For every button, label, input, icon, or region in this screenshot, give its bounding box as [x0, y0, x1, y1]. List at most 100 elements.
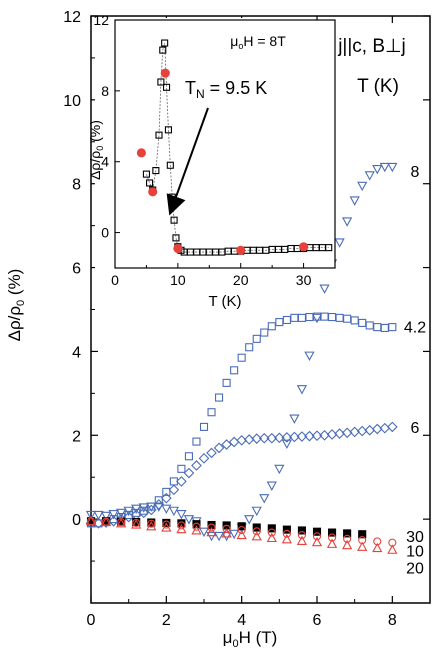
- inset-x-axis: 0 10 20 30: [111, 263, 312, 288]
- main-y-tick-label: 0: [72, 512, 81, 529]
- data-point: [296, 535, 308, 545]
- inset-data-point: [164, 126, 172, 134]
- data-point: [357, 181, 368, 192]
- data-point: [213, 531, 225, 542]
- data-point: [311, 313, 323, 324]
- data-point: [304, 430, 315, 442]
- data-point: [237, 353, 246, 362]
- data-point: [266, 532, 277, 543]
- data-point: [358, 530, 367, 539]
- data-point: [213, 442, 225, 454]
- data-point: [372, 542, 383, 553]
- series-label-6: 6: [411, 420, 420, 437]
- main-y-tick-label: 6: [72, 261, 81, 278]
- data-point: [108, 510, 119, 520]
- data-point: [100, 511, 112, 522]
- inset-data-point: [299, 242, 309, 252]
- data-point: [206, 526, 217, 537]
- data-point: [297, 526, 306, 535]
- series-label-4_2: 4.2: [404, 319, 426, 336]
- series-6K: [85, 421, 398, 529]
- inset-data-point: [166, 161, 174, 169]
- data-point: [222, 378, 231, 387]
- data-point: [183, 467, 195, 479]
- inset-data-point: [142, 170, 150, 178]
- data-point: [312, 527, 322, 536]
- inset-data-point: [172, 234, 180, 242]
- data-point: [131, 519, 142, 529]
- main-x-tick-label: 4: [237, 612, 246, 629]
- data-point: [176, 476, 187, 487]
- data-point: [281, 439, 292, 450]
- main-x-tick-label: 6: [313, 612, 322, 629]
- neel-temperature-annotation: TN = 9.5 K: [185, 78, 267, 101]
- main-series-group: [85, 162, 398, 554]
- data-point: [229, 529, 240, 540]
- data-point: [312, 532, 322, 541]
- data-point: [138, 507, 150, 519]
- data-point: [145, 504, 157, 516]
- main-x-axis-label: μ0H (T): [223, 628, 278, 650]
- data-point: [177, 519, 186, 528]
- data-point: [161, 522, 172, 532]
- inset-y-axis-label: Δρ/ρ0 (%): [87, 120, 105, 180]
- data-point: [260, 328, 269, 337]
- data-point: [342, 539, 353, 550]
- data-point: [343, 534, 352, 543]
- data-point: [146, 520, 157, 531]
- data-point: [252, 527, 261, 536]
- inset-data-point: [136, 148, 146, 158]
- data-point: [168, 484, 180, 496]
- inset-y-tick-label: 4: [101, 154, 109, 170]
- series-4_2K: [86, 312, 397, 528]
- data-point: [252, 334, 261, 343]
- data-point: [259, 494, 270, 504]
- data-point: [334, 238, 345, 248]
- data-point: [207, 408, 216, 417]
- inset-data-point: [236, 245, 246, 255]
- data-point: [289, 431, 300, 443]
- data-point: [251, 433, 263, 444]
- inset-data-point: [159, 46, 167, 54]
- series-label-30: 30: [406, 529, 424, 546]
- inset-x-tick-label: 30: [296, 272, 312, 288]
- data-point: [85, 515, 97, 526]
- data-point: [192, 520, 201, 529]
- data-point: [328, 528, 337, 537]
- series-label-20: 20: [406, 560, 424, 577]
- data-point: [147, 519, 156, 528]
- data-point: [326, 538, 338, 548]
- inset-x-tick-label: 20: [233, 272, 249, 288]
- main-y-tick-label: 2: [72, 428, 81, 445]
- inset-data-point: [173, 243, 183, 254]
- inset-data-point: [155, 131, 163, 139]
- inset-data-point: [157, 78, 165, 86]
- main-x-tick-label: 8: [388, 612, 397, 629]
- data-point: [215, 393, 224, 402]
- data-point: [364, 171, 375, 181]
- data-point: [161, 504, 172, 515]
- data-point: [281, 533, 292, 544]
- inset-field-label: μoH = 8T: [230, 33, 286, 51]
- inset-series-group: [136, 39, 333, 256]
- inset-y-tick-label: 0: [101, 225, 109, 241]
- data-point: [357, 541, 368, 551]
- data-point: [206, 447, 217, 459]
- data-point: [168, 506, 179, 517]
- data-point: [147, 502, 156, 511]
- data-point: [328, 533, 337, 542]
- main-y-tick-label: 8: [72, 177, 81, 194]
- inset-y-axis: 0 4 8 12: [93, 12, 120, 241]
- data-point: [251, 530, 262, 541]
- data-point: [85, 510, 97, 521]
- data-point: [282, 529, 291, 538]
- data-point: [387, 421, 398, 433]
- data-point: [161, 492, 172, 504]
- data-point: [176, 523, 187, 534]
- data-point: [177, 464, 186, 473]
- inset-x-tick-label: 0: [111, 272, 119, 288]
- main-x-axis: 0 2 4 6 8: [87, 16, 397, 629]
- data-point: [297, 531, 306, 540]
